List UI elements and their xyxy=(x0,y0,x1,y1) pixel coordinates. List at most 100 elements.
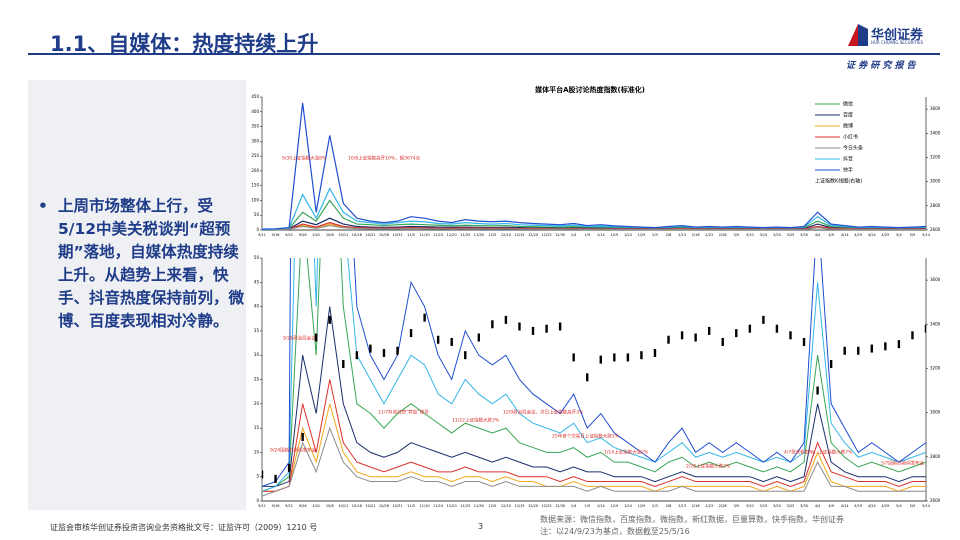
candle xyxy=(274,474,277,483)
x-tick-label: 4/9 xyxy=(828,233,834,237)
bullet-text: 上周市场整体上行，受5/12中美关税谈判“超预期”落地，自媒体热度持续上升。从趋… xyxy=(36,195,248,333)
candle xyxy=(545,324,548,333)
x-tick-label: 9/21 xyxy=(285,233,293,237)
x-tick-label: 3/20 xyxy=(773,233,781,237)
x-tick-label: 12/20 xyxy=(528,504,538,508)
series-line xyxy=(262,258,926,492)
y2-tick-label: 2600 xyxy=(930,227,941,232)
x-tick-label: 4/4 xyxy=(815,233,821,237)
legend-label: 今日头条 xyxy=(843,145,863,152)
chart: 媒体平台A股讨论热度指数(标准化) 0501001502002503003504… xyxy=(251,85,941,508)
candle xyxy=(504,315,508,324)
x-tick-label: 2/23 xyxy=(705,233,713,237)
x-tick-label: 10/11 xyxy=(338,233,348,237)
plot-area xyxy=(262,258,926,497)
candle xyxy=(694,333,697,342)
candle xyxy=(572,353,575,362)
x-tick-label: 5/4 xyxy=(896,233,902,237)
x-tick-label: 2/13 xyxy=(678,233,686,237)
source: 数据来源：微信指数，百度指数，微指数，新红数据，巨量算数，快手指数，华创证券 xyxy=(540,515,844,524)
annotation: 10/8上证指数高开10%，报3674点 xyxy=(348,155,421,162)
annotation: 11/7抖音封禁“荐股”账号 xyxy=(378,409,429,416)
x-tick-label: 1/14 xyxy=(597,504,606,508)
x-tick-label: 9/11 xyxy=(258,233,266,237)
x-tick-label: 10/26 xyxy=(379,504,389,508)
candle xyxy=(653,348,657,357)
x-tick-label: 10/11 xyxy=(338,504,348,508)
chart-title: 媒体平台A股讨论热度指数(标准化) xyxy=(534,85,645,94)
candle xyxy=(409,329,413,338)
candle xyxy=(558,322,562,331)
x-tick-label: 10/16 xyxy=(352,233,362,237)
candle xyxy=(789,331,792,340)
x-tick-label: 11/10 xyxy=(420,233,430,237)
x-tick-label: 1/29 xyxy=(637,504,645,508)
series-line xyxy=(262,258,926,487)
candle xyxy=(531,326,535,335)
y-tick-label: 150 xyxy=(251,183,259,188)
x-tick-label: 3/20 xyxy=(773,504,781,508)
y-tick-label: 250 xyxy=(251,153,259,158)
logo-icon xyxy=(848,24,868,46)
x-tick-label: 12/5 xyxy=(488,233,496,237)
series-line xyxy=(262,379,926,492)
y2-tick-label: 3200 xyxy=(930,365,941,370)
annotation: 9/26政治局会议 xyxy=(283,335,316,342)
y2-tick-label: 3000 xyxy=(930,410,941,415)
x-tick-label: 9/16 xyxy=(272,504,280,508)
x-tick-label: 1/19 xyxy=(610,233,618,237)
x-tick-label: 11/15 xyxy=(433,504,443,508)
x-tick-label: 9/11 xyxy=(258,504,266,508)
candle xyxy=(369,344,372,353)
y2-tick-label: 3600 xyxy=(930,106,941,111)
x-tick-label: 2/13 xyxy=(678,504,686,508)
x-tick-label: 11/30 xyxy=(474,504,484,508)
x-tick-label: 2/3 xyxy=(652,233,658,237)
y-tick-label: 5 xyxy=(256,474,259,479)
x-tick-label: 2/3 xyxy=(652,504,658,508)
y2-tick-label: 3000 xyxy=(930,179,941,184)
candle xyxy=(382,348,386,357)
y-tick-label: 25 xyxy=(254,377,260,382)
x-tick-label: 10/6 xyxy=(326,504,334,508)
annotation: 25年首个交易日上证指数大跌3% xyxy=(552,433,620,440)
candle xyxy=(355,351,359,360)
candle xyxy=(599,355,602,364)
x-tick-label: 3/30 xyxy=(800,233,808,237)
logo-en: HUA CHUANG SECURITIES xyxy=(871,40,924,45)
x-tick-label: 1/29 xyxy=(637,233,645,237)
x-tick-label: 12/10 xyxy=(501,233,511,237)
candle xyxy=(464,351,467,360)
y-tick-label: 35 xyxy=(254,328,260,333)
x-tick-label: 11/30 xyxy=(474,233,484,237)
x-tick-label: 3/10 xyxy=(746,504,754,508)
candle xyxy=(762,315,765,324)
y2-tick-label: 3400 xyxy=(930,130,941,135)
x-tick-label: 1/9 xyxy=(584,233,590,237)
candle xyxy=(748,324,752,333)
x-tick-label: 4/24 xyxy=(868,504,877,508)
x-tick-label: 5/14 xyxy=(922,233,931,237)
x-tick-label: 2/18 xyxy=(692,233,700,237)
candle xyxy=(518,322,521,331)
x-tick-label: 2/28 xyxy=(719,233,727,237)
slide-title: 1.1、自媒体：热度持续上升 xyxy=(50,32,319,56)
candle xyxy=(287,463,291,472)
candle xyxy=(884,342,887,351)
legend-label: 上证指数K线图(右轴) xyxy=(815,178,862,185)
x-tick-label: 10/31 xyxy=(392,504,402,508)
y-tick-label: 200 xyxy=(251,168,259,173)
x-tick-label: 4/19 xyxy=(854,504,862,508)
series-line xyxy=(262,224,926,230)
x-tick-label: 9/26 xyxy=(299,504,307,508)
series-line xyxy=(262,306,926,487)
candle xyxy=(436,335,440,344)
candle xyxy=(423,313,426,322)
y-tick-label: 20 xyxy=(254,401,260,406)
annotation: 9/24国新办新闻发布会 xyxy=(270,447,317,454)
x-tick-label: 9/16 xyxy=(272,233,280,237)
x-tick-label: 1/9 xyxy=(584,504,590,508)
candle xyxy=(843,346,846,355)
y-tick-label: 300 xyxy=(251,138,259,143)
